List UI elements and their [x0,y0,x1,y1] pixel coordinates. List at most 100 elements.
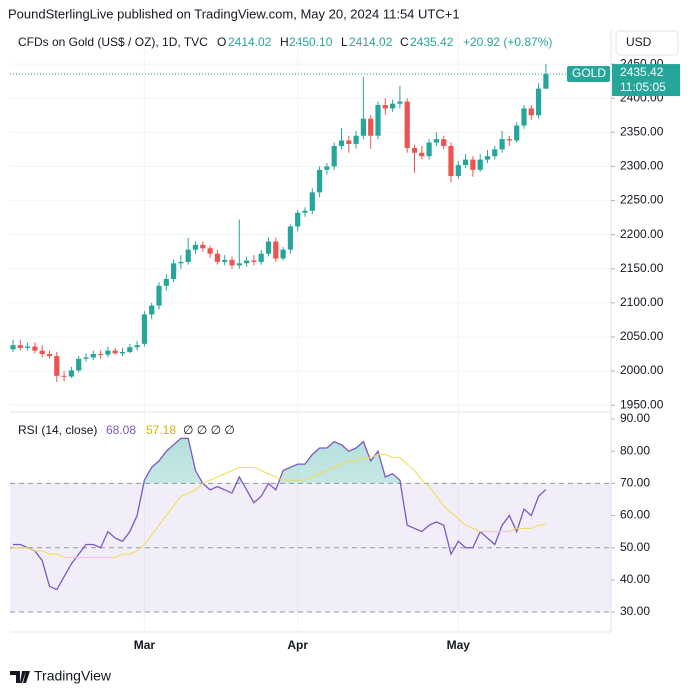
l-value: 2414.02 [349,35,393,49]
rsi-extra: ∅ ∅ ∅ ∅ [183,423,235,437]
candle-body [68,370,74,377]
x-tick-label: Mar [134,638,156,652]
price-tag-bg [612,64,680,97]
brand[interactable]: TradingView [10,668,112,684]
y-tick-label: 2250.00 [620,193,664,207]
candle-body [127,347,133,352]
candle-body [112,350,118,354]
candle-body [39,350,45,355]
candle-body [32,346,38,351]
candle-body [390,103,396,109]
candle-body [426,142,432,157]
y-tick-label: 2100.00 [620,295,664,309]
candle-body [514,125,520,141]
candle-body [368,118,374,136]
y-tick-label: 60.00 [620,508,650,522]
rsi-ma-value: 57.18 [146,423,176,437]
candle-body [309,192,315,211]
candle-body [156,285,162,306]
candle-body [536,88,542,116]
candle-body [411,148,418,153]
y-tick-label: 40.00 [620,572,650,586]
y-tick-label: 70.00 [620,476,650,490]
price-tag-symbol: GOLD [572,66,606,80]
candle-body [214,253,220,262]
candle-body [273,241,279,259]
y-tick-label: 2050.00 [620,329,664,343]
candle-body [295,212,301,227]
candle-body [244,260,250,264]
candle-body [178,261,184,264]
y-tick-label: 2000.00 [620,363,664,377]
candle-body [317,169,323,193]
candle-body [54,356,60,376]
brand-name: TradingView [34,668,112,684]
x-tick-label: Apr [287,638,308,652]
y-tick-label: 30.00 [620,604,650,618]
candle-body [346,140,352,144]
candle-body [433,139,439,143]
candle-body [236,263,242,266]
candle-body [463,159,469,166]
candle-body [171,263,177,279]
candle-body [258,253,264,262]
candle-body [521,108,527,126]
candle-body [98,354,104,356]
candle-body [470,159,476,170]
change: +20.92 (+0.87%) [463,35,552,49]
candle-body [90,354,96,358]
currency-button[interactable] [615,30,679,56]
candle-body [441,139,447,146]
candle-body [185,249,191,262]
candle-body [360,118,366,136]
y-tick-label: 2200.00 [620,227,664,241]
candle-body [492,149,498,157]
candle-body [280,249,286,259]
y-tick-label: 90.00 [620,411,650,425]
l-label: L [341,35,348,49]
rsi-value: 68.08 [106,423,136,437]
currency[interactable]: USD [626,35,652,49]
price-tag-symbol-bg [567,66,610,83]
candle-body [17,345,23,348]
candle-body [397,101,403,104]
candle-body [83,357,89,359]
c-label: C [400,35,409,49]
c-value: 2435.42 [410,35,454,49]
candle-body [119,351,126,354]
candle-body [448,145,454,176]
y-tick-label: 2300.00 [620,159,664,173]
rsi-overbought-fill [143,438,401,484]
y-tick-label: 1950.00 [620,397,664,411]
h-label: H [280,35,289,49]
candle-body [382,105,388,109]
candle-body [229,259,235,266]
candle-body [141,314,147,344]
candle-body [207,248,213,254]
candle-body [404,101,410,149]
candle-body [331,145,337,167]
price-tag-countdown: 11:05:05 [620,80,666,94]
candle-body [222,259,228,262]
rsi-line [13,437,547,591]
candle-body [134,345,140,348]
candle-body [484,156,491,160]
candle-body [251,260,257,262]
y-tick-label: 2150.00 [620,261,664,275]
candle-body [338,140,345,146]
candle-body [192,244,199,250]
candle-body [149,305,155,315]
candle-body [455,165,461,176]
candle-body [76,358,82,371]
h-value: 2450.10 [289,35,333,49]
candle-body [105,350,111,355]
candle-body [528,108,534,116]
candle-body [10,345,16,350]
symbol: CFDs on Gold (US$ / OZ), 1D, TVC [18,35,208,49]
rsi-ma-line [13,453,546,558]
candle-body [543,74,549,89]
price-tag-price: 2435.42 [620,65,664,79]
rsi-title: RSI (14, close) [18,423,97,437]
candle-body [419,152,425,157]
